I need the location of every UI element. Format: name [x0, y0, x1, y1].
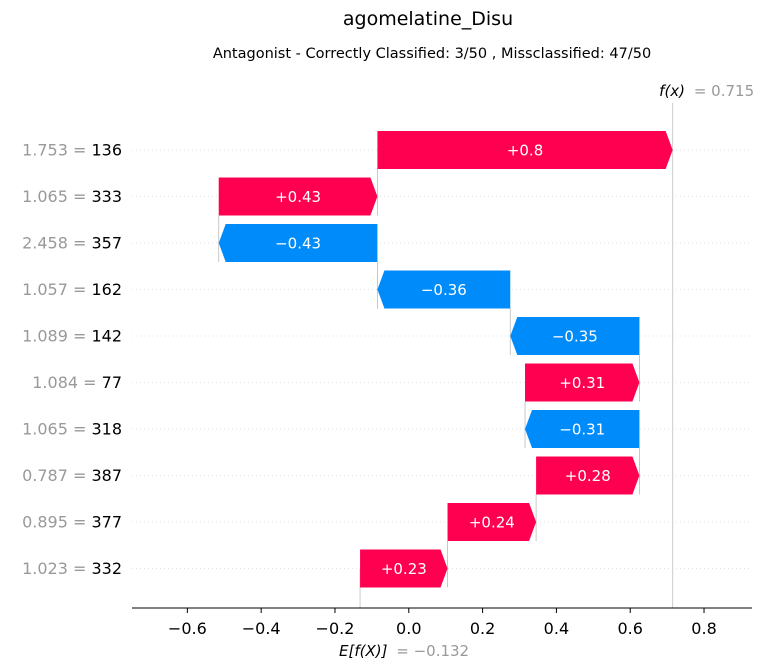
y-tick-label-77: 1.084 = 77 [32, 373, 122, 392]
y-tick-feature-name: 357 [91, 234, 122, 253]
chart-title: agomelatine_Disu [343, 8, 513, 30]
y-tick-feature-value: 1.065 = [22, 420, 91, 439]
bar-label-387: +0.28 [565, 467, 611, 485]
y-tick-feature-value: 2.458 = [22, 234, 91, 253]
y-tick-feature-name: 387 [91, 466, 122, 485]
y-tick-feature-name: 77 [102, 373, 122, 392]
y-tick-feature-value: 0.895 = [22, 513, 91, 532]
x-tick-label: 0.8 [691, 619, 716, 638]
bar-label-162: −0.36 [421, 281, 467, 299]
bar-label-332: +0.23 [381, 560, 427, 578]
y-tick-feature-value: 1.023 = [22, 559, 91, 578]
bar-feature-142 [510, 317, 640, 355]
base-value-name: E[f(X)] [339, 642, 388, 660]
x-tick-label: 0.0 [396, 619, 421, 638]
x-tick-label: 0.6 [617, 619, 642, 638]
y-tick-feature-value: 0.787 = [22, 466, 91, 485]
y-tick-label-357: 2.458 = 357 [22, 234, 122, 253]
y-tick-feature-value: 1.065 = [22, 187, 91, 206]
bar-feature-136 [377, 131, 673, 169]
y-tick-label-136: 1.753 = 136 [22, 141, 122, 160]
bar-label-333: +0.43 [275, 188, 321, 206]
bar-feature-377 [447, 503, 537, 541]
x-tick-label: −0.6 [168, 619, 207, 638]
bar-label-377: +0.24 [469, 514, 515, 532]
y-tick-feature-value: 1.753 = [22, 141, 91, 160]
base-value-label: E[f(X)] = −0.132 [339, 642, 469, 660]
y-tick-feature-value: 1.084 = [32, 373, 101, 392]
bar-label-318: −0.31 [559, 421, 605, 439]
y-tick-label-377: 0.895 = 377 [22, 513, 122, 532]
y-tick-feature-name: 136 [91, 141, 122, 160]
x-tick-label: 0.2 [470, 619, 495, 638]
x-tick-label: −0.4 [242, 619, 281, 638]
y-tick-feature-name: 333 [91, 187, 122, 206]
fx-value: = 0.715 [694, 82, 754, 100]
bar-feature-333 [218, 177, 378, 216]
bar-label-136: +0.8 [507, 142, 543, 160]
bar-feature-332 [360, 549, 448, 588]
x-ticks: −0.6 −0.4 −0.2 0.0 0.2 0.4 0.6 0.8 [168, 608, 717, 638]
y-tick-labels: 1.753 = 136 1.065 = 333 2.458 = 357 1.057 =… [22, 141, 122, 579]
bar-feature-387 [536, 456, 640, 495]
bar-feature-318 [525, 410, 640, 448]
bars: +0.8 +0.43 −0.43 −0.36 −0.35 +0.31 −0.31 +0.28 +… [218, 131, 673, 588]
y-tick-label-318: 1.065 = 318 [22, 420, 122, 439]
y-tick-feature-name: 142 [91, 327, 122, 346]
bar-label-77: +0.31 [559, 374, 605, 392]
bar-feature-77 [525, 363, 640, 402]
y-tick-feature-name: 162 [91, 280, 122, 299]
fx-label: f(x) = 0.715 [659, 82, 754, 100]
y-tick-label-162: 1.057 = 162 [22, 280, 122, 299]
bar-feature-162 [377, 270, 511, 309]
x-tick-label: 0.4 [544, 619, 569, 638]
y-tick-feature-name: 332 [91, 559, 122, 578]
x-tick-label: −0.2 [316, 619, 355, 638]
fx-name: f(x) [659, 82, 685, 100]
base-value-value: = −0.132 [396, 642, 469, 660]
y-tick-feature-value: 1.089 = [22, 327, 91, 346]
bar-label-142: −0.35 [552, 328, 598, 346]
y-tick-label-142: 1.089 = 142 [22, 327, 122, 346]
bar-feature-357 [218, 224, 378, 262]
y-tick-feature-name: 377 [91, 513, 122, 532]
bar-label-357: −0.43 [275, 235, 321, 253]
chart-subtitle: Antagonist - Correctly Classified: 3/50 … [213, 46, 651, 62]
y-tick-label-332: 1.023 = 332 [22, 559, 122, 578]
y-tick-feature-value: 1.057 = [22, 280, 91, 299]
bar-connectors [218, 169, 640, 588]
y-tick-label-387: 0.787 = 387 [22, 466, 122, 485]
y-tick-feature-name: 318 [91, 420, 122, 439]
y-tick-label-333: 1.065 = 333 [22, 187, 122, 206]
